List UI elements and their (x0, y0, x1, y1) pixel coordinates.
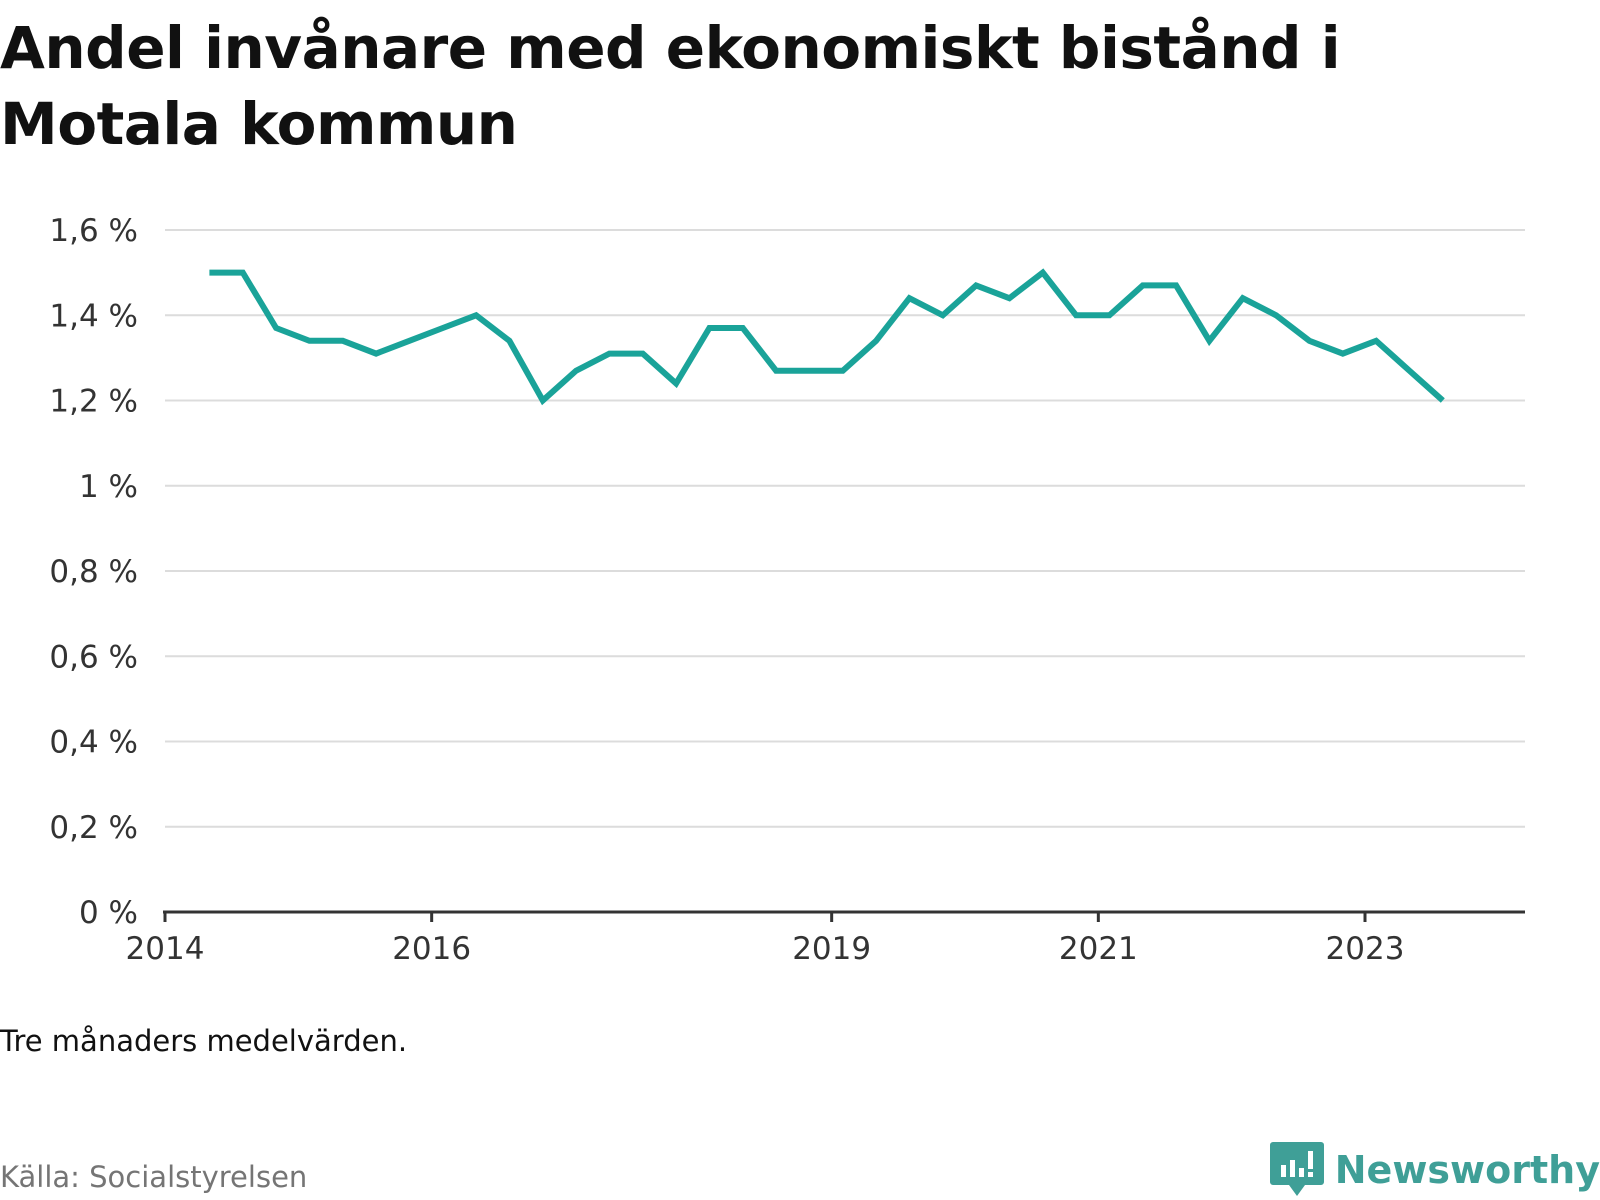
y-tick-label: 1,2 % (49, 384, 138, 420)
source-text: Källa: Socialstyrelsen (0, 1160, 308, 1194)
y-tick-label: 1,6 % (49, 213, 138, 249)
x-tick-label: 2014 (126, 931, 205, 967)
series-line (209, 268, 1445, 406)
y-axis-tick-labels: 0 % 0,2 % 0,4 % 0,6 % 0,8 % 1 % 1,2 % 1,4 % 1,6 … (49, 213, 138, 931)
x-tick-label: 2023 (1326, 931, 1405, 967)
y-tick-label: 1,4 % (49, 298, 138, 334)
x-tick-label: 2021 (1059, 931, 1138, 967)
brand-name: Newsworthy (1334, 1148, 1600, 1192)
y-tick-label: 0,4 % (49, 725, 138, 761)
chart-title: Andel invånare med ekonomiskt bistånd i … (0, 14, 1341, 158)
y-tick-label: 0 % (79, 895, 138, 931)
brand-logo: Newsworthy (1269, 1140, 1600, 1200)
series-lines (209, 268, 1445, 406)
chart-note: Tre månaders medelvärden. (0, 1024, 408, 1058)
newsworthy-logo-icon (1269, 1142, 1324, 1196)
y-tick-label: 0,8 % (49, 554, 138, 590)
x-tick-label: 2019 (792, 931, 871, 967)
y-tick-label: 0,2 % (49, 810, 138, 846)
x-axis: 2014 2016 2019 2021 2023 (126, 910, 1525, 967)
line-chart: 0 % 0,2 % 0,4 % 0,6 % 0,8 % 1 % 1,2 % 1,4 % 1,6 … (49, 213, 1525, 967)
y-tick-label: 0,6 % (49, 639, 138, 675)
x-tick-label: 2016 (392, 931, 471, 967)
y-tick-label: 1 % (79, 469, 138, 505)
gridlines (165, 229, 1525, 828)
